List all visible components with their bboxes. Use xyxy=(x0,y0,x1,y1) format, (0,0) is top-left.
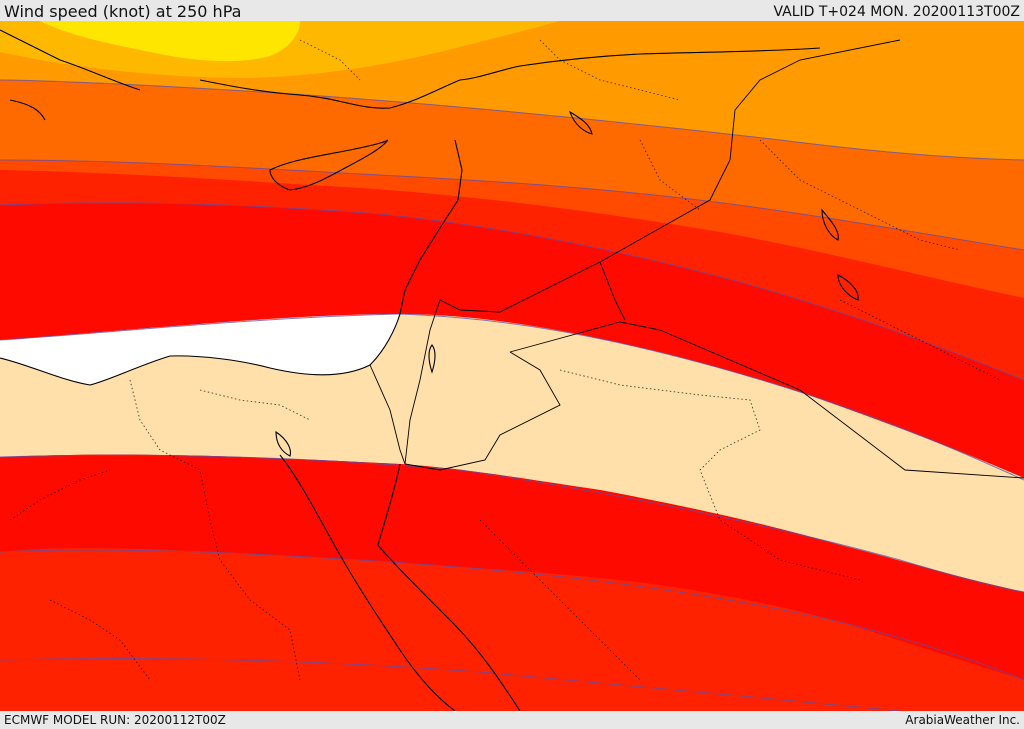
band-yellow xyxy=(40,21,300,62)
border-line xyxy=(599,261,626,321)
wind-speed-bands xyxy=(0,21,1024,711)
coastline-red-sea-gulf xyxy=(279,454,456,711)
coastlines xyxy=(0,29,859,711)
coastline-dead-sea xyxy=(428,344,436,374)
wind-speed-map[interactable] xyxy=(0,21,1024,711)
band-red-north xyxy=(0,202,1024,480)
coastline-aegean xyxy=(0,29,141,121)
boundary-dotted xyxy=(9,469,151,681)
contour-line xyxy=(0,549,1024,681)
coastline-caspian-lake xyxy=(568,110,593,135)
wind-contours xyxy=(0,79,1024,711)
boundary-dotted xyxy=(839,299,1001,381)
contour-line xyxy=(0,454,1024,593)
contour-line xyxy=(0,159,1024,251)
border-line xyxy=(509,321,1024,479)
contour-line xyxy=(0,658,901,711)
coastline-turkey xyxy=(199,47,821,109)
coastline-cyprus xyxy=(269,139,389,191)
boundary-dotted xyxy=(299,39,681,101)
coastline-nile-lake xyxy=(275,430,292,457)
contour-line xyxy=(0,79,1024,161)
footer-bar: ECMWF MODEL RUN: 20200112T00Z ArabiaWeat… xyxy=(0,711,1024,729)
border-line xyxy=(369,364,406,465)
band-orange-east xyxy=(876,60,997,119)
map-title: Wind speed (knot) at 250 hPa xyxy=(4,2,242,21)
border-line xyxy=(404,39,901,465)
band-pale xyxy=(0,314,1024,592)
valid-time-label: VALID T+024 MON. 20200113T00Z xyxy=(773,4,1020,20)
coastline-red-sea-east xyxy=(377,463,521,711)
boundary-dotted xyxy=(479,519,641,681)
coastline-iraq-lakes xyxy=(821,208,859,301)
border-line xyxy=(404,351,561,471)
contour-line xyxy=(0,202,1024,381)
boundary-dotted xyxy=(639,139,961,251)
band-red-south xyxy=(0,454,1024,680)
boundary-dotted xyxy=(199,389,311,421)
coastline-mediterranean-south xyxy=(0,139,463,386)
contour-line xyxy=(0,313,1024,481)
header-bar: Wind speed (knot) at 250 hPa VALID T+024… xyxy=(0,0,1024,21)
band-white xyxy=(0,314,400,385)
provincial-boundaries xyxy=(9,39,1001,681)
credit-label: ArabiaWeather Inc. xyxy=(905,713,1020,727)
map-canvas xyxy=(0,21,1024,711)
band-red-orange xyxy=(0,21,1024,298)
political-borders xyxy=(369,39,1024,479)
model-run-label: ECMWF MODEL RUN: 20200112T00Z xyxy=(4,713,226,727)
boundary-dotted xyxy=(129,379,301,681)
